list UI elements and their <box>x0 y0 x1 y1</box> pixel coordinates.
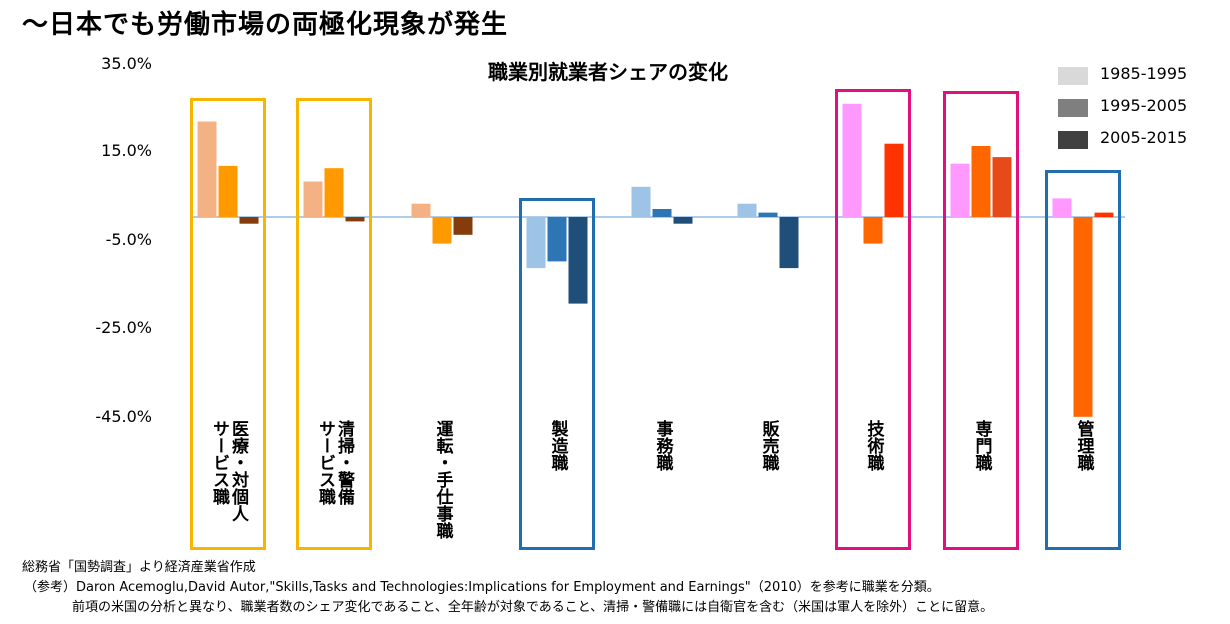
bar <box>1073 217 1093 417</box>
category-label: 販売職 <box>758 420 779 471</box>
bar <box>568 217 588 304</box>
category-highlight-box <box>1045 170 1121 550</box>
legend-swatch <box>1058 99 1088 117</box>
bar <box>884 143 904 217</box>
bar <box>453 217 473 235</box>
category-label: 医療・対個人 サービス職 <box>209 420 248 522</box>
category-highlight-box <box>943 91 1019 550</box>
category-highlight-box <box>519 198 595 550</box>
y-tick-label: 15.0% <box>101 141 152 160</box>
legend-swatch <box>1058 131 1088 149</box>
bar <box>631 186 651 217</box>
legend-item: 1995-2005 <box>1058 96 1228 118</box>
y-tick-label: -25.0% <box>95 318 152 337</box>
bar <box>526 217 546 269</box>
source-notes: 総務省「国勢調査」より経済産業省作成 （参考）Daron Acemoglu,Da… <box>22 558 993 618</box>
chart-plot-area <box>192 103 1125 417</box>
legend-label: 1995-2005 <box>1100 96 1188 115</box>
bar <box>239 217 259 224</box>
page-title: 〜日本でも労働市場の両極化現象が発生 <box>22 10 509 40</box>
bar <box>971 146 991 217</box>
legend-item: 1985-1995 <box>1058 64 1228 86</box>
bar <box>324 168 344 217</box>
y-tick-label: -5.0% <box>105 230 152 249</box>
bar <box>345 217 365 222</box>
category-label: 技術職 <box>863 420 884 471</box>
bar <box>758 212 778 217</box>
legend-swatch <box>1058 67 1088 85</box>
bar <box>547 217 567 262</box>
chart-title: 職業別就業者シェアの変化 <box>488 60 728 84</box>
legend-label: 1985-1995 <box>1100 64 1188 83</box>
category-label: 管理職 <box>1073 420 1094 471</box>
bar <box>197 121 217 217</box>
bar <box>863 217 883 244</box>
source-note: 総務省「国勢調査」より経済産業省作成 <box>22 560 256 575</box>
legend-item: 2005-2015 <box>1058 128 1228 150</box>
category-highlight-box <box>835 89 911 550</box>
bar <box>779 217 799 269</box>
bar <box>950 163 970 217</box>
y-tick-label: -45.0% <box>95 407 152 426</box>
bar <box>842 103 862 217</box>
bar <box>411 203 431 217</box>
reference-note: （参考）Daron Acemoglu,David Autor,"Skills,T… <box>24 580 940 595</box>
category-label: 製造職 <box>547 420 568 471</box>
category-highlight-box <box>190 98 266 550</box>
caveat-note: 前項の米国の分析と異なり、職業者数のシェア変化であること、全年齢が対象であること… <box>72 600 994 615</box>
legend-label: 2005-2015 <box>1100 128 1188 147</box>
bar <box>652 209 672 217</box>
category-label: 事務職 <box>652 420 673 471</box>
y-tick-label: 35.0% <box>101 54 152 73</box>
bar <box>1052 198 1072 217</box>
bar <box>218 165 238 217</box>
bar <box>992 157 1012 217</box>
category-label: 専門職 <box>971 420 992 471</box>
category-label: 清掃・警備 サービス職 <box>315 420 354 505</box>
category-highlight-box <box>296 98 372 550</box>
bar <box>737 203 757 217</box>
category-label: 運転・手仕事職 <box>432 420 453 539</box>
bar <box>303 181 323 217</box>
bar <box>673 217 693 224</box>
bar <box>1094 212 1114 217</box>
bar <box>432 217 452 244</box>
